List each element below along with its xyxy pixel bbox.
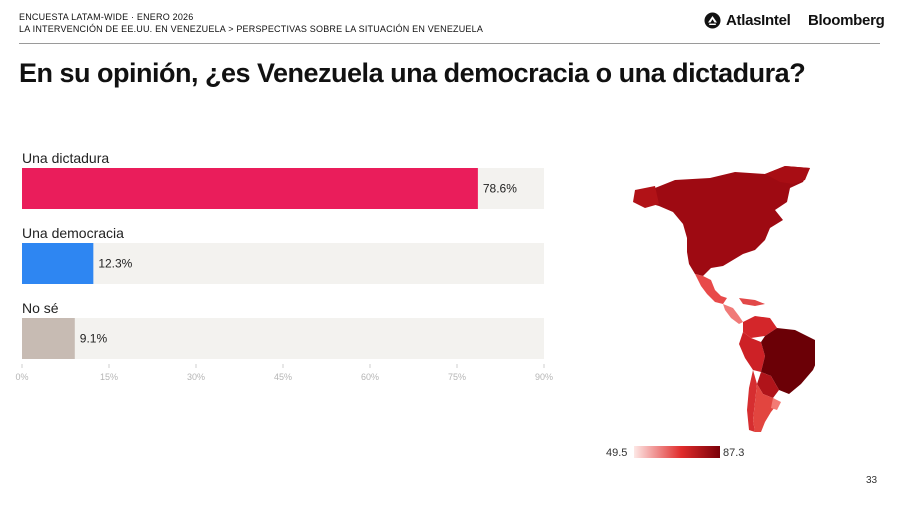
data-label: 9.1% [80,332,108,346]
map-region-greenland [765,166,810,184]
map-color-scale [634,446,720,458]
survey-label: ENCUESTA LATAM-WIDE · ENERO 2026 [19,12,194,22]
data-label: 12.3% [98,257,132,271]
header-divider [19,43,880,44]
map-region-peru-ecuador [739,332,765,372]
page-number: 33 [866,475,878,486]
atlas-logo-text: AtlasIntel [726,12,791,29]
map-region-caribbean [739,298,765,306]
atlas-globe-icon [704,12,721,29]
legend-max-label: 87.3 [723,447,745,459]
americas-choropleth-map [615,158,820,438]
atlasintel-logo: AtlasIntel [704,12,791,29]
tick-label: 15% [100,372,118,382]
bar-track [22,243,544,284]
map-region-brazil [761,328,820,394]
tick-label: 45% [274,372,292,382]
category-label: No sé [22,300,59,316]
map-region-mexico [695,274,727,304]
category-label: Una democracia [22,225,124,241]
map-region-alaska [633,186,659,208]
map-region-chile [747,370,757,432]
bar [22,243,94,284]
data-label: 78.6% [483,182,517,196]
topic-breadcrumb: LA INTERVENCIÓN DE EE.UU. EN VENEZUELA >… [19,24,484,34]
map-region-central-america [723,304,743,324]
map-region-argentina [753,384,779,432]
map-region-colombia-venezuela [743,316,777,338]
map-region-uruguay [771,398,781,410]
tick-label: 0% [15,372,28,382]
map-region-bolivia-paraguay [757,372,779,398]
tick-label: 30% [187,372,205,382]
bar [22,168,478,209]
bar [22,318,75,359]
legend-min-label: 49.5 [606,447,628,459]
tick-label: 90% [535,372,553,382]
tick-label: 75% [448,372,466,382]
bar-track [22,318,544,359]
bloomberg-logo: Bloomberg [808,12,885,29]
tick-label: 60% [361,372,379,382]
map-region-north-america [645,166,810,276]
page-title: En su opinión, ¿es Venezuela una democra… [19,58,806,88]
category-label: Una dictadura [22,150,109,166]
